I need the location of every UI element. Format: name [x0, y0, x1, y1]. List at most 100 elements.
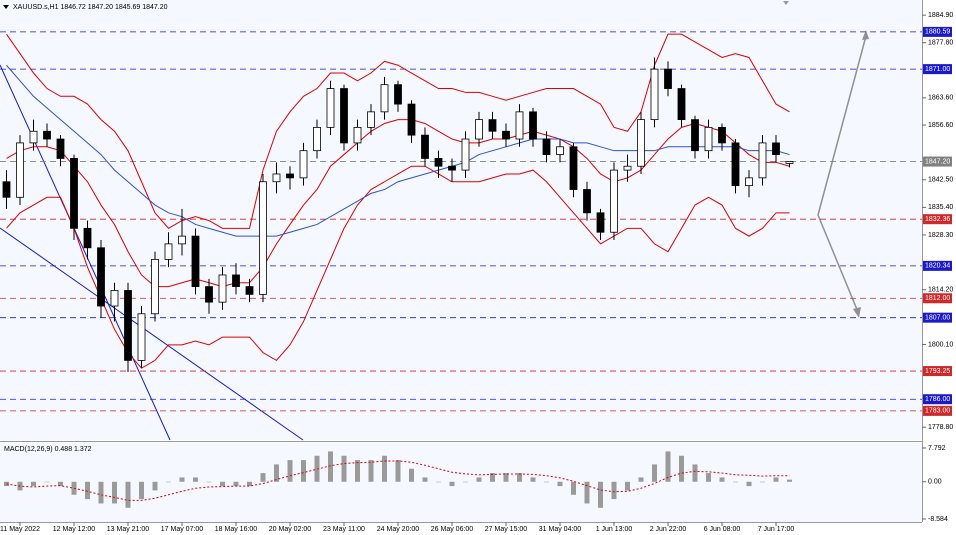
y-tick-label: 1778.80 — [928, 424, 953, 431]
channel-line — [0, 227, 304, 441]
x-tick-label: 23 May 11:00 — [323, 526, 365, 533]
candle-body — [650, 68, 659, 121]
level-label: 1812.00 — [925, 295, 950, 302]
x-tick-label: 26 May 06:00 — [431, 526, 474, 533]
forecast-arrow — [817, 35, 867, 216]
shift-marker — [783, 1, 789, 5]
macd-bar — [544, 481, 549, 483]
x-tick-label: 20 May 02:00 — [269, 526, 312, 533]
macd-bar — [692, 464, 698, 482]
candle-body — [515, 111, 524, 140]
x-tick-label: 13 May 21:00 — [107, 526, 150, 533]
macd-bar — [773, 477, 779, 482]
candle-body — [637, 119, 645, 167]
x-tick-label: 1 Jun 13:00 — [596, 526, 633, 533]
candle-body — [83, 227, 92, 249]
candle-body — [259, 181, 267, 295]
forecast-arrow — [817, 214, 859, 313]
macd-bar — [112, 481, 117, 504]
candle-body — [745, 177, 753, 187]
macd-bar — [368, 460, 374, 482]
arrow-head — [853, 307, 861, 318]
macd-bar — [611, 481, 617, 500]
candle-body — [664, 68, 672, 89]
x-tick-label: 27 May 15:00 — [485, 526, 528, 533]
macd-bar — [85, 481, 90, 500]
level-label-box — [923, 64, 952, 75]
macd-bar — [557, 481, 563, 487]
candle-body — [232, 274, 240, 288]
macd-bar — [58, 481, 63, 487]
candle-body — [353, 126, 362, 144]
y-tick-label: 0.00 — [928, 479, 942, 486]
y-tick-label: 1842.50 — [928, 177, 953, 184]
macd-bar — [436, 481, 441, 483]
macd-bar — [665, 451, 671, 482]
candle-body — [434, 158, 443, 167]
channel-line — [0, 64, 171, 441]
level-label-box — [923, 293, 952, 304]
level-label-box — [923, 260, 952, 271]
y-tick-label: 1856.60 — [928, 122, 953, 129]
macd-bar — [733, 481, 738, 483]
candle-body — [110, 290, 119, 307]
indicator-line — [6, 64, 790, 237]
candle-body — [245, 286, 254, 295]
macd-bar — [220, 481, 225, 487]
macd-bar — [638, 477, 644, 482]
arrow-head — [862, 30, 869, 40]
candle-body — [394, 84, 402, 105]
candle-body — [137, 313, 146, 361]
macd-bar — [328, 451, 333, 482]
macd-bar — [476, 477, 482, 482]
candle-body — [704, 126, 713, 152]
level-label-box — [923, 405, 952, 416]
candle-body — [502, 130, 510, 140]
level-label: 1793.25 — [925, 368, 950, 375]
candle-body — [380, 84, 389, 113]
macd-bar — [409, 468, 414, 482]
macd-bar — [274, 464, 279, 482]
candle-body — [191, 235, 200, 288]
x-tick-label: 31 May 04:00 — [539, 526, 582, 533]
macd-bar — [395, 460, 401, 482]
level-label: 1820.34 — [925, 263, 950, 270]
candle-body — [785, 161, 794, 164]
macd-bar — [260, 473, 266, 482]
candle-body — [758, 142, 767, 179]
candle-body — [29, 130, 38, 144]
candle-body — [299, 150, 308, 179]
candle-body — [124, 290, 132, 361]
macd-bar — [463, 481, 468, 483]
header-icon — [3, 5, 9, 9]
main-panel — [0, 0, 922, 440]
candle-body — [178, 235, 186, 245]
y-tick-label: 1884.90 — [928, 12, 953, 19]
candle-body — [164, 243, 173, 260]
macd-bar — [44, 481, 50, 483]
candle-body — [677, 88, 686, 121]
macd-title: MACD(12,26,9) 0.488 1.372 — [4, 446, 92, 453]
macd-bar — [355, 460, 360, 482]
macd-bar — [625, 481, 630, 491]
y-tick-label: -8.584 — [928, 516, 948, 523]
macd-bar — [746, 481, 752, 487]
candle-body — [569, 146, 578, 190]
candle-body — [313, 126, 321, 152]
candle-body — [583, 189, 591, 214]
level-label: 1786.00 — [925, 396, 950, 403]
macd-bar — [152, 481, 158, 491]
candle-body — [56, 138, 65, 159]
macd-bar — [125, 481, 131, 508]
macd-bar — [382, 455, 387, 482]
macd-bar — [233, 481, 239, 487]
candle-body — [367, 111, 375, 128]
x-tick-label: 18 May 16:00 — [215, 526, 258, 533]
macd-bar — [760, 481, 765, 483]
macd-bar — [31, 481, 36, 487]
macd-bar — [166, 481, 171, 483]
macd-bar — [193, 477, 198, 482]
candle-body — [731, 142, 740, 187]
candle-body — [43, 130, 51, 140]
